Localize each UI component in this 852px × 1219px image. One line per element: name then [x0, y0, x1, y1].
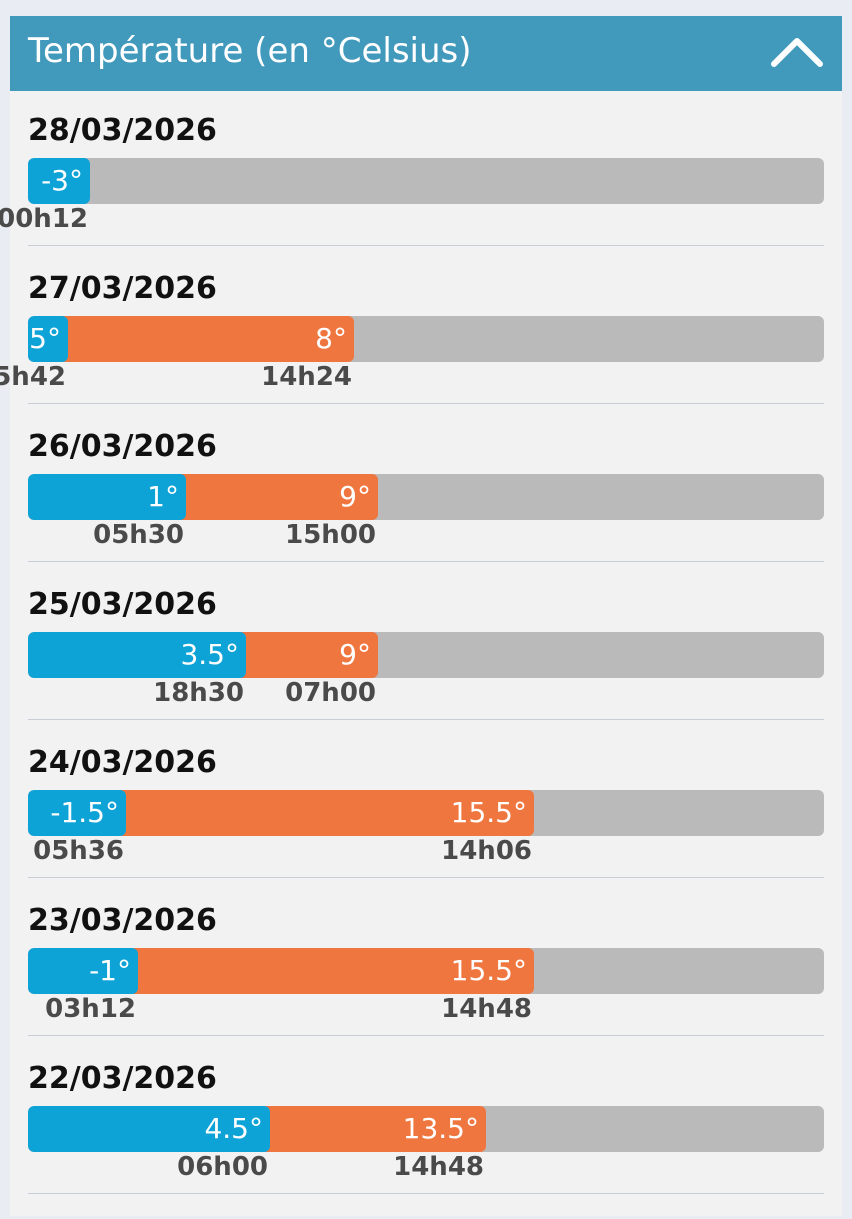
min-temperature-segment: -3°: [28, 158, 90, 204]
temperature-bar: -1.5° 15.5°: [28, 790, 824, 836]
max-temperature-segment: 9°: [234, 632, 378, 678]
day-row: 27/03/2026 05h42 14h24 -4.5° 8°: [0, 271, 824, 429]
day-row: 23/03/2026 03h12 14h48 -1° 15.5°: [28, 903, 824, 1061]
max-temperature-label: 15.5°: [450, 796, 527, 829]
temperature-bar: 4.5° 13.5°: [28, 1106, 824, 1152]
max-temperature-label: 8°: [315, 322, 347, 355]
max-temperature-time: 14h24: [261, 362, 352, 392]
day-date: 23/03/2026: [28, 903, 217, 938]
temperature-panel: Température (en °Celsius) 28/03/2026 00h1…: [0, 16, 842, 1219]
day-row: 28/03/2026 00h12 -3°: [0, 113, 824, 271]
min-temperature-time: 05h42: [0, 362, 66, 392]
max-temperature-segment: 15.5°: [114, 790, 534, 836]
min-temperature-segment: -1.5°: [28, 790, 126, 836]
min-temperature-segment: 4.5°: [28, 1106, 270, 1152]
row-divider: [28, 1035, 824, 1036]
collapse-button[interactable]: [768, 28, 826, 76]
day-date: 26/03/2026: [28, 429, 217, 464]
min-temperature-time: 00h12: [0, 204, 88, 234]
day-date: 27/03/2026: [28, 271, 217, 306]
temperature-bar: 1° 9°: [28, 474, 824, 520]
min-temperature-label: -4.5°: [28, 322, 61, 355]
max-temperature-label: 9°: [339, 638, 371, 671]
row-divider: [28, 403, 824, 404]
min-temperature-time: 05h36: [33, 836, 124, 866]
max-temperature-label: 13.5°: [402, 1112, 479, 1145]
max-temperature-label: 15.5°: [450, 954, 527, 987]
max-temperature-segment: 15.5°: [126, 948, 534, 994]
max-temperature-time: 14h06: [441, 836, 532, 866]
max-temperature-time: 14h48: [393, 1152, 484, 1182]
min-temperature-label: -3°: [41, 164, 83, 197]
max-temperature-segment: 13.5°: [258, 1106, 486, 1152]
row-divider: [28, 877, 824, 878]
min-temperature-time: 05h30: [93, 520, 184, 550]
row-divider: [28, 719, 824, 720]
min-temperature-label: 4.5°: [204, 1112, 263, 1145]
temperature-bar: -4.5° 8°: [28, 316, 824, 362]
min-temperature-label: -1°: [89, 954, 131, 987]
temperature-bar: 3.5° 9°: [28, 632, 824, 678]
max-temperature-time: 14h48: [441, 994, 532, 1024]
max-temperature-segment: 8°: [56, 316, 354, 362]
day-row: 24/03/2026 05h36 14h06 -1.5° 15.5°: [28, 745, 824, 903]
min-temperature-label: -1.5°: [50, 796, 119, 829]
row-divider: [28, 1193, 824, 1194]
min-temperature-label: 3.5°: [180, 638, 239, 671]
day-row: 26/03/2026 05h30 15h00 1° 9°: [28, 429, 824, 587]
min-temperature-segment: 3.5°: [28, 632, 246, 678]
panel-title: Température (en °Celsius): [28, 31, 472, 71]
row-divider: [28, 561, 824, 562]
max-temperature-time: 07h00: [285, 678, 376, 708]
max-temperature-time: 15h00: [285, 520, 376, 550]
row-divider: [28, 245, 824, 246]
max-temperature-segment: 9°: [174, 474, 378, 520]
min-temperature-time: 18h30: [153, 678, 244, 708]
day-row: 22/03/2026 06h00 14h48 4.5° 13.5°: [28, 1061, 824, 1219]
panel-header[interactable]: Température (en °Celsius): [10, 16, 842, 91]
day-date: 28/03/2026: [28, 113, 217, 148]
min-temperature-label: 1°: [147, 480, 179, 513]
min-temperature-time: 06h00: [177, 1152, 268, 1182]
day-date: 22/03/2026: [28, 1061, 217, 1096]
min-temperature-segment: -1°: [28, 948, 138, 994]
min-temperature-segment: 1°: [28, 474, 186, 520]
chevron-up-icon: [771, 38, 823, 67]
day-date: 25/03/2026: [28, 587, 217, 622]
min-temperature-segment: -4.5°: [28, 316, 68, 362]
temperature-bar: -1° 15.5°: [28, 948, 824, 994]
temperature-bar: -3°: [28, 158, 824, 204]
day-date: 24/03/2026: [28, 745, 217, 780]
max-temperature-label: 9°: [339, 480, 371, 513]
min-temperature-time: 03h12: [45, 994, 136, 1024]
day-row: 25/03/2026 18h30 07h00 3.5° 9°: [28, 587, 824, 745]
